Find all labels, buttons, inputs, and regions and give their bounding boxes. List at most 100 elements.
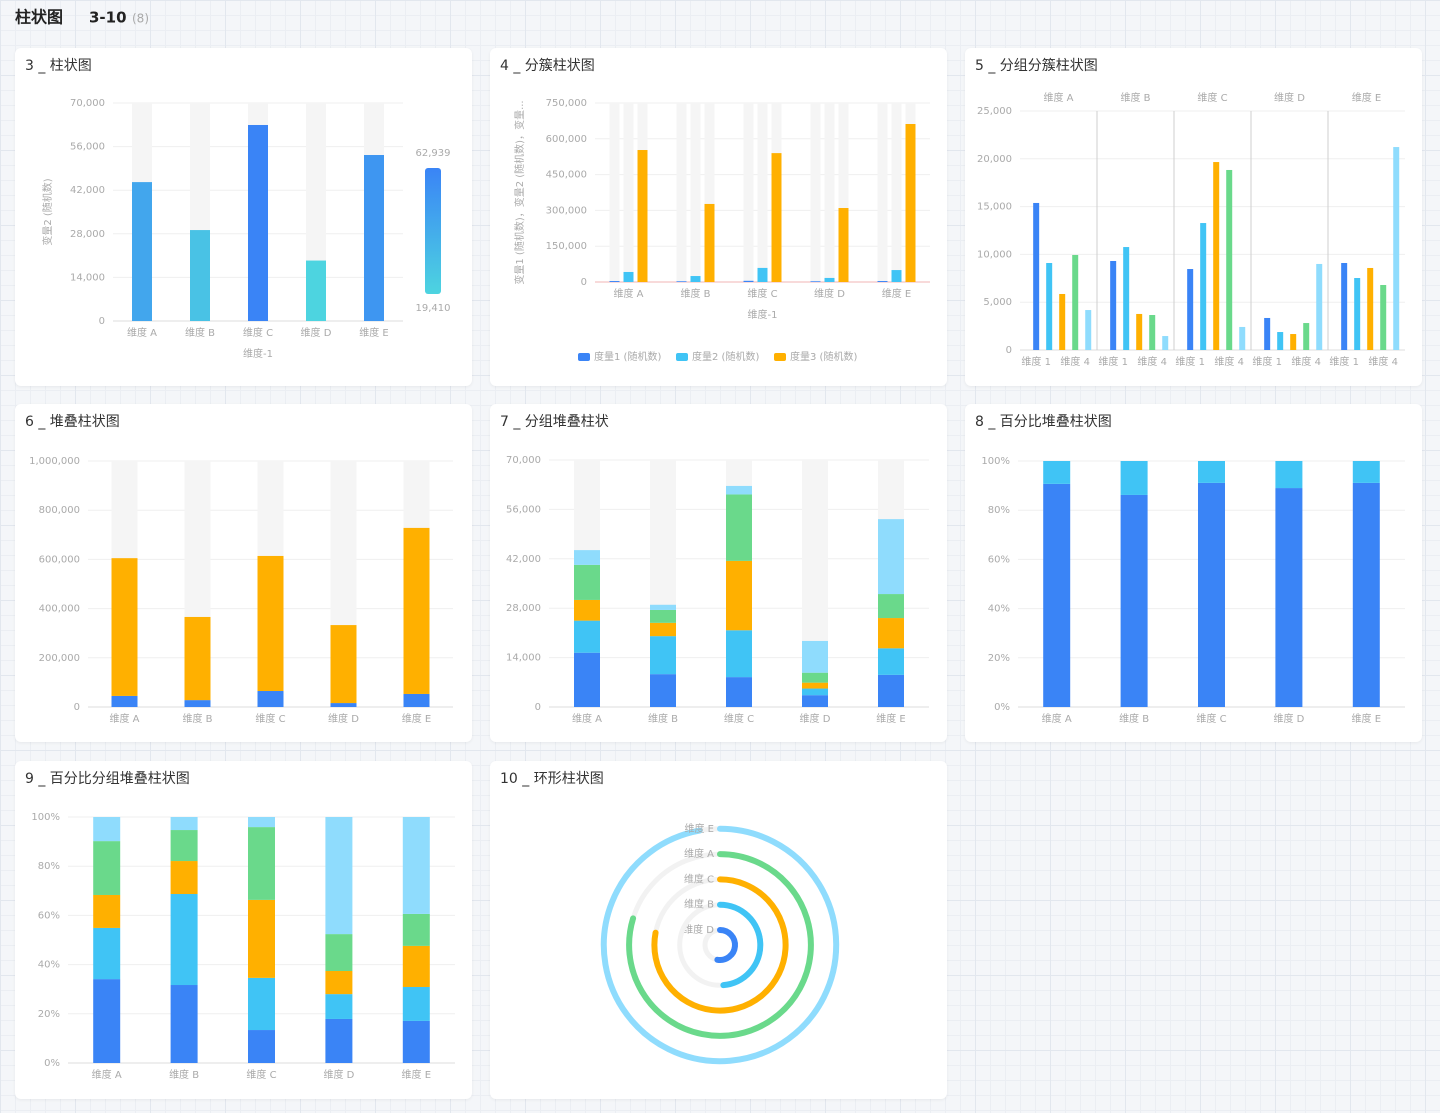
bar (1354, 278, 1361, 350)
y-tick-label: 600,000 (39, 554, 80, 565)
bar (1136, 313, 1143, 350)
y-tick-label: 200,000 (39, 653, 80, 664)
ring-bar (651, 876, 789, 1014)
bar (1059, 293, 1066, 350)
bar-segment (248, 977, 275, 1031)
range: 3-10 (89, 9, 127, 27)
bar (248, 124, 268, 321)
bar-segment (402, 913, 430, 946)
bar-segment (1275, 461, 1303, 489)
x-tick-label: 维度 D (800, 712, 831, 725)
bar-background (891, 103, 902, 282)
bar-segment (574, 550, 600, 565)
x-tick-label: 维度 4 (1368, 355, 1398, 368)
bar (609, 281, 620, 282)
y-tick-label: 56,000 (506, 504, 541, 515)
bar-segment (257, 555, 284, 692)
bar-background (877, 103, 888, 282)
x-tick-label: 维度 C (747, 287, 777, 300)
bar (1277, 332, 1284, 350)
y-tick-label: 750,000 (546, 98, 587, 109)
bar-background (824, 103, 835, 282)
bar-segment (726, 494, 752, 561)
bar-segment (726, 630, 752, 678)
bar (1149, 315, 1156, 350)
bar-segment (1043, 483, 1071, 707)
bar-segment (802, 672, 828, 683)
bar-segment (650, 609, 676, 623)
x-tick-label: 维度 B (648, 712, 678, 725)
bar (1290, 334, 1297, 350)
bar-segment (111, 695, 138, 707)
bar (1213, 162, 1220, 350)
bar (1264, 317, 1271, 350)
chart: 3 _ 柱状图 0 14,000 28,000 42,000 56,000 70,000 维度… (25, 58, 451, 360)
ring-bar (600, 825, 840, 1065)
bar-segment (402, 817, 430, 914)
x-tick-label: 维度 C (724, 712, 754, 725)
bar (1393, 147, 1400, 350)
bar-segment (574, 599, 600, 621)
bar-segment (1043, 461, 1071, 484)
bar-segment (330, 625, 357, 704)
bar-segment (726, 560, 752, 631)
bar-segment (650, 604, 676, 610)
x-tick-label: 维度 B (680, 287, 710, 300)
bar-segment (878, 594, 904, 619)
bar (1316, 263, 1323, 350)
x-tick-label: 维度 A (109, 712, 139, 725)
y-tick-label: 5,000 (983, 297, 1012, 308)
x-tick-label: 维度 C (246, 1068, 276, 1081)
bar-background (690, 103, 701, 282)
x-tick-label: 维度 E (1352, 712, 1382, 725)
visual-map-min: 19,410 (416, 303, 451, 314)
bar (190, 230, 210, 321)
y-tick-label: 0% (44, 1058, 60, 1069)
bar (1033, 202, 1040, 350)
bar (1123, 247, 1130, 350)
x-tick-label: 维度 E (402, 1068, 432, 1081)
y-tick-label: 800,000 (39, 505, 80, 516)
bar-segment (111, 558, 138, 696)
chart: 8 _ 百分比堆叠柱状图 0% 20% 40% 60% 80% 100% 维度 A 维度 B 维度… (975, 414, 1405, 725)
bar-segment (650, 636, 676, 675)
chart: 7 _ 分组堆叠柱状 0 14,000 28,000 42,000 56,000 70,00… (500, 414, 929, 725)
y-tick-label: 80% (988, 505, 1010, 516)
x-tick-label: 维度 D (814, 287, 845, 300)
x-tick-label: 维度 E (359, 326, 389, 339)
card-title: 6 _ 堆叠柱状图 (25, 414, 120, 430)
ring-bar (626, 851, 814, 1039)
bar-segment (726, 677, 752, 707)
ring-bar (714, 927, 738, 963)
ring-bar (717, 901, 764, 989)
y-tick-label: 0 (1006, 345, 1012, 356)
legend-label: 度量1 (随机数) (594, 350, 661, 363)
y-tick-label: 1,000,000 (29, 456, 80, 467)
bar-segment (93, 927, 121, 980)
visual-map-bar (425, 168, 441, 294)
chart: 9 _ 百分比分组堆叠柱状图 0% 20% 40% 60% 80% 100% 维度 A 维度 B… (25, 771, 455, 1081)
facet-label: 维度 B (1120, 91, 1150, 104)
bar (1187, 269, 1194, 350)
chart-card: 6 _ 堆叠柱状图 0 200,000 400,000 600,000 800,000 1,… (15, 404, 472, 742)
bar-segment (248, 827, 275, 900)
bar (1110, 260, 1117, 350)
ring-label: 维度 D (683, 923, 714, 936)
bar (1200, 223, 1207, 350)
x-tick-label: 维度 E (882, 287, 912, 300)
x-tick-label: 维度 D (323, 1068, 354, 1081)
bar-segment (802, 640, 828, 673)
x-tick-label: 维度 4 (1137, 355, 1167, 368)
legend-swatch (676, 353, 688, 361)
bar (905, 124, 916, 282)
card-title: 4 _ 分簇柱状图 (500, 58, 595, 74)
bar (364, 155, 384, 321)
bar-segment (650, 622, 676, 637)
y-tick-label: 20,000 (977, 154, 1012, 165)
ring-label: 维度 E (685, 822, 715, 835)
y-axis-label: 变量1 (随机数)，变量2 (随机数)，变量... (513, 100, 526, 284)
x-tick-label: 维度 A (613, 287, 643, 300)
chart-card: 10 _ 环形柱状图 维度 D 维度 B 维度 C 维度 A 维度 E (490, 761, 947, 1099)
y-tick-label: 0 (99, 316, 105, 327)
y-tick-label: 70,000 (506, 455, 541, 466)
